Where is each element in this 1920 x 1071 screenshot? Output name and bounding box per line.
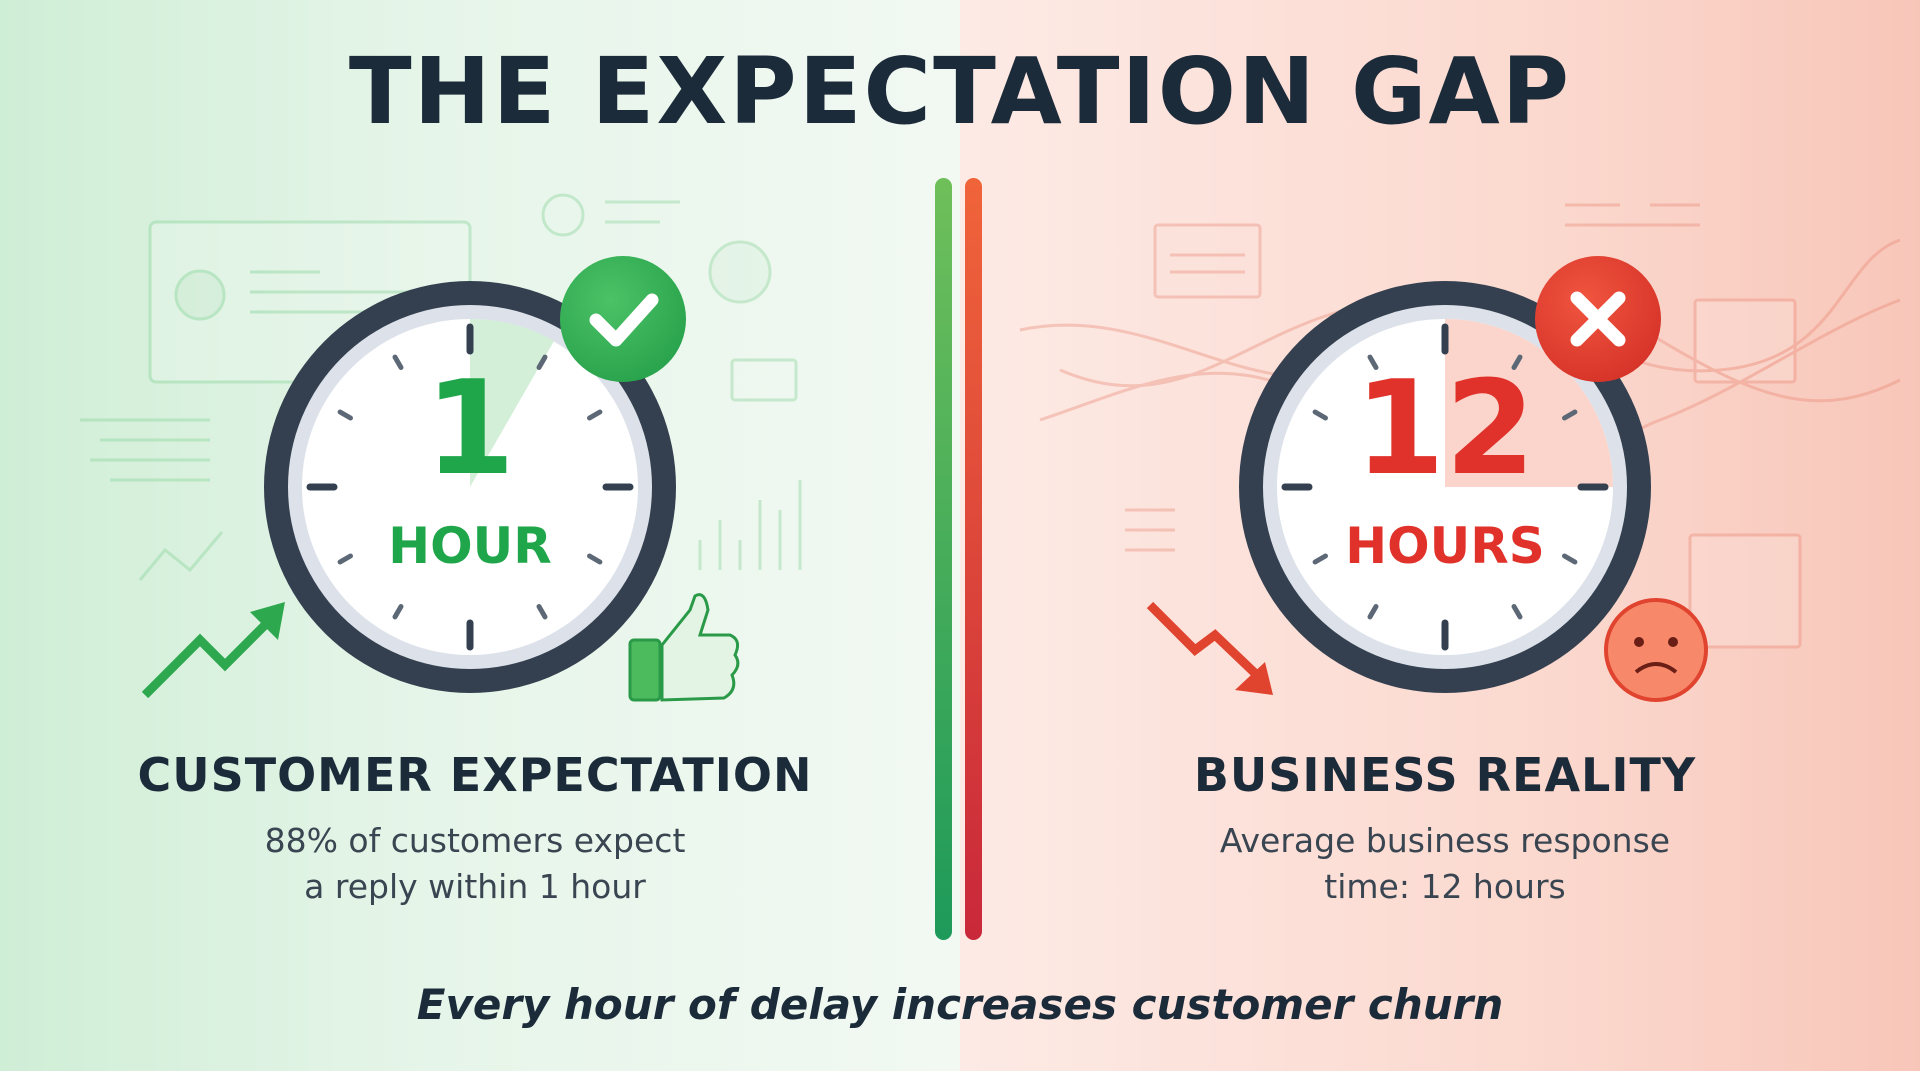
- right-clock-value: 12: [1354, 352, 1536, 504]
- thumbs-up-icon: [628, 593, 740, 702]
- footer-tagline: Every hour of delay increases customer c…: [416, 980, 1504, 1029]
- left-clock-value: 1: [424, 352, 516, 504]
- sad-face-icon: [1604, 598, 1708, 702]
- x-icon: [1570, 291, 1626, 347]
- reality-line-1: Average business response: [1219, 821, 1671, 860]
- check-icon: [589, 293, 659, 347]
- left-decorations: [80, 193, 802, 702]
- expectation-description: 88% of customers expect a reply within 1…: [75, 818, 875, 910]
- page-title: THE EXPECTATION GAP: [348, 38, 1572, 145]
- reality-heading: BUSINESS REALITY: [1193, 748, 1697, 802]
- right-decorations: [1019, 203, 1901, 702]
- check-badge: [560, 256, 686, 382]
- right-clock: 12 HOURS: [1229, 256, 1661, 703]
- reality-line-2: time: 12 hours: [1324, 867, 1566, 906]
- left-clock: 1 HOUR: [254, 256, 686, 703]
- trend-down-arrow-icon: [1146, 601, 1264, 682]
- divider-red: [965, 178, 982, 940]
- left-clock-unit: HOUR: [388, 517, 552, 575]
- right-clock-unit: HOURS: [1345, 517, 1545, 575]
- reality-description: Average business response time: 12 hours: [1045, 818, 1845, 910]
- expectation-line-2: a reply within 1 hour: [304, 867, 646, 906]
- x-badge: [1535, 256, 1661, 382]
- expectation-heading: CUSTOMER EXPECTATION: [137, 748, 813, 802]
- expectation-line-1: 88% of customers expect: [264, 821, 686, 860]
- divider-green: [935, 178, 952, 940]
- trend-up-arrow-icon: [141, 611, 279, 699]
